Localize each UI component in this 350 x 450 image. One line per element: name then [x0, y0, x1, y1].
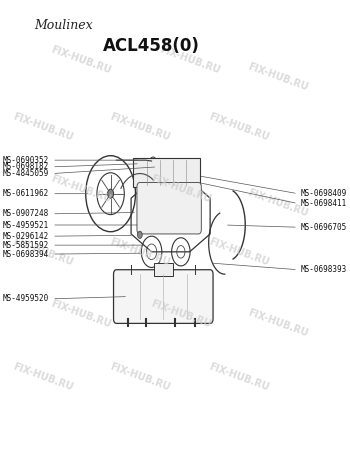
Text: MS-0698393: MS-0698393 — [301, 265, 347, 274]
Text: ACL458(0): ACL458(0) — [103, 37, 200, 55]
Text: FIX-HUB.RU: FIX-HUB.RU — [12, 236, 75, 267]
Text: Moulinex: Moulinex — [34, 19, 93, 32]
Text: FIX-HUB.RU: FIX-HUB.RU — [208, 236, 271, 267]
Text: FIX-HUB.RU: FIX-HUB.RU — [149, 174, 212, 205]
Text: MS-0907248: MS-0907248 — [3, 209, 49, 218]
Circle shape — [138, 231, 142, 239]
Text: FIX-HUB.RU: FIX-HUB.RU — [246, 62, 309, 93]
FancyBboxPatch shape — [137, 183, 201, 234]
Text: FIX-HUB.RU: FIX-HUB.RU — [12, 361, 75, 392]
Text: MS-5851592: MS-5851592 — [3, 241, 49, 250]
Text: FIX-HUB.RU: FIX-HUB.RU — [12, 111, 75, 142]
FancyBboxPatch shape — [154, 263, 173, 276]
Text: MS-4959520: MS-4959520 — [3, 294, 49, 303]
Text: MS-0296142: MS-0296142 — [3, 232, 49, 241]
Circle shape — [107, 189, 114, 198]
Text: FIX-HUB.RU: FIX-HUB.RU — [108, 236, 172, 267]
Text: FIX-HUB.RU: FIX-HUB.RU — [108, 111, 172, 142]
Text: FIX-HUB.RU: FIX-HUB.RU — [246, 308, 309, 339]
FancyBboxPatch shape — [113, 270, 213, 324]
Text: MS-0690352: MS-0690352 — [3, 156, 49, 165]
Text: MS-0698182: MS-0698182 — [3, 162, 49, 171]
Text: FIX-HUB.RU: FIX-HUB.RU — [149, 299, 212, 330]
Text: MS-4845059: MS-4845059 — [3, 169, 49, 178]
Text: MS-4959521: MS-4959521 — [3, 220, 49, 230]
Text: FIX-HUB.RU: FIX-HUB.RU — [108, 361, 172, 392]
Text: MS-0696705: MS-0696705 — [301, 223, 347, 232]
Text: MS-0611962: MS-0611962 — [3, 189, 49, 198]
Text: FIX-HUB.RU: FIX-HUB.RU — [50, 174, 113, 205]
Text: FIX-HUB.RU: FIX-HUB.RU — [50, 44, 113, 75]
Text: FIX-HUB.RU: FIX-HUB.RU — [208, 111, 271, 142]
Text: FIX-HUB.RU: FIX-HUB.RU — [158, 44, 221, 75]
Text: FIX-HUB.RU: FIX-HUB.RU — [208, 361, 271, 392]
Text: FIX-HUB.RU: FIX-HUB.RU — [50, 299, 113, 330]
Text: MS-0698409: MS-0698409 — [301, 189, 347, 198]
Text: FIX-HUB.RU: FIX-HUB.RU — [246, 187, 309, 218]
Text: MS-0698394: MS-0698394 — [3, 250, 49, 259]
FancyBboxPatch shape — [133, 158, 200, 187]
Text: MS-0698411: MS-0698411 — [301, 199, 347, 208]
